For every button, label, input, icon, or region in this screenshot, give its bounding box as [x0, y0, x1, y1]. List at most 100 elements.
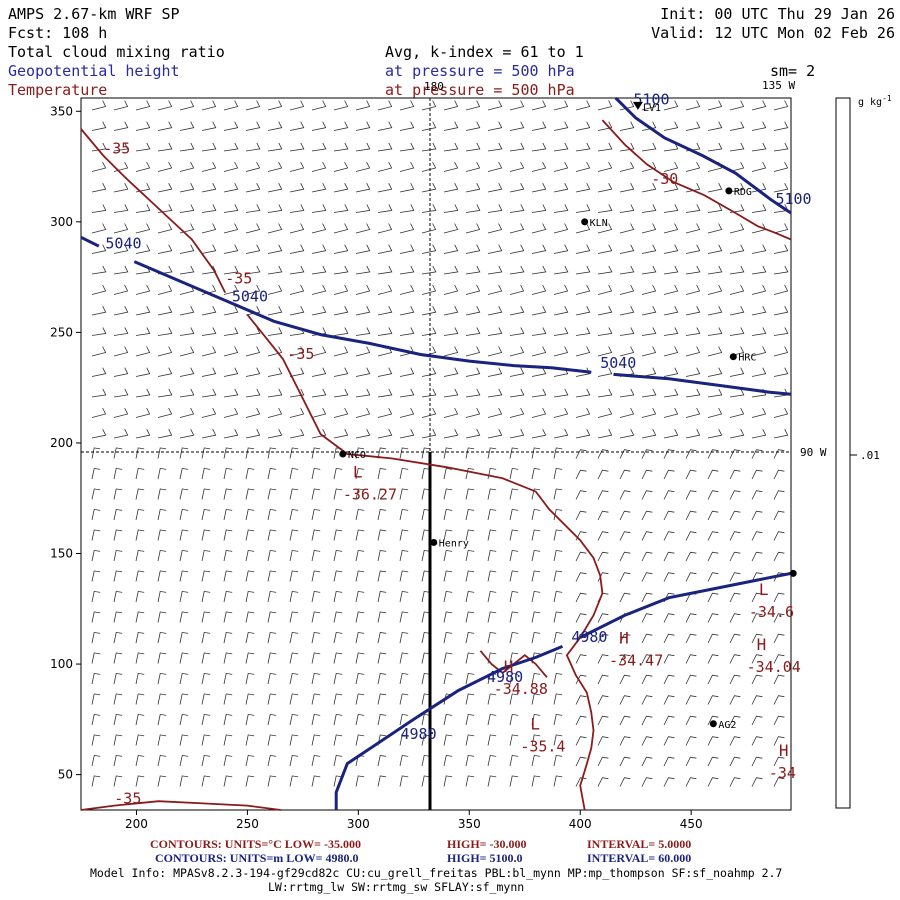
plot-frame — [80, 97, 792, 811]
extremum-value: -34.04 — [747, 658, 801, 676]
station-label: NCO — [348, 450, 366, 461]
height-contour-label: 5100 — [775, 190, 811, 208]
extremum-value: -36.27 — [343, 486, 397, 504]
extremum-value: -34.6 — [749, 603, 794, 621]
wind-barbs — [91, 100, 789, 787]
meridian-label-135w: 135 W — [762, 79, 795, 92]
x-tick-label: 400 — [569, 817, 592, 831]
contour-labels: 5100 5100 5040 5040 5040 4980 4980 4980 -35 -35 -3… — [103, 91, 811, 808]
init-time: Init: 00 UTC Thu 29 Jan 26 — [660, 5, 895, 23]
x-tick-label: 300 — [347, 817, 370, 831]
y-tick-label: 150 — [50, 547, 73, 561]
footer-temp-interval: INTERVAL= 5.0000 — [587, 837, 691, 851]
station-marker — [709, 720, 717, 728]
avg-k-index: Avg, k-index = 61 to 1 — [385, 43, 584, 61]
colorbar-box — [835, 97, 851, 809]
model-title: AMPS 2.67-km WRF SP — [8, 5, 180, 23]
extremum-symbol: L — [530, 715, 540, 734]
field-temperature: Temperature — [8, 81, 107, 99]
pressure-height: at pressure = 500 hPa — [385, 62, 575, 80]
station-marker — [729, 353, 737, 361]
extremum-symbol: H — [504, 657, 514, 676]
extremum-symbol: H — [619, 628, 629, 647]
height-contour-label: 4980 — [401, 725, 437, 743]
extremum-value: -34.88 — [494, 680, 548, 698]
field-geopotential: Geopotential height — [8, 62, 180, 80]
x-tick-label: 350 — [458, 817, 481, 831]
height-contour — [614, 96, 792, 215]
pressure-temperature: at pressure = 500 hPa — [385, 81, 575, 99]
station-label: KLN — [590, 218, 608, 229]
extremum-value: -35.4 — [520, 738, 565, 756]
x-tick-label: 250 — [236, 817, 259, 831]
temperature-contour-label: -35 — [103, 139, 130, 157]
station-label: AG2 — [718, 720, 736, 731]
meridian-label-180: 180 — [424, 80, 444, 93]
y-tick-label: 350 — [50, 104, 73, 118]
wind-barb-field — [91, 100, 789, 787]
temperature-contour — [80, 800, 281, 811]
height-contour-label: 5040 — [600, 354, 636, 372]
extremum-symbol: L — [759, 580, 769, 599]
extremum-value: -34.47 — [609, 651, 663, 669]
station-label: HRC — [738, 353, 756, 364]
footer-temp-contours: CONTOURS: UNITS=°C LOW= -35.000 — [150, 837, 361, 851]
temperature-contour-label: -35 — [287, 345, 314, 363]
footer-height-contours: CONTOURS: UNITS=m LOW= 4980.0 — [155, 851, 358, 865]
extremum-value: -34 — [769, 764, 796, 782]
station-label: Henry — [439, 538, 469, 549]
y-tick-label: 250 — [50, 325, 73, 339]
extrema-markers: L -36.27 L -35.4 H -34.88 H -34.47 H -34.04 L -34.6… — [343, 463, 801, 783]
height-contour-label: 4980 — [571, 628, 607, 646]
station-marker — [789, 569, 797, 577]
forecast-hour: Fcst: 108 h — [8, 24, 107, 42]
meridian-lines: 180 135 W 90 W — [81, 79, 827, 810]
extremum-symbol: H — [757, 635, 767, 654]
valid-time: Valid: 12 UTC Mon 02 Feb 26 — [651, 24, 895, 42]
y-tick-label: 100 — [50, 657, 73, 671]
field-cloud-mixing: Total cloud mixing ratio — [8, 43, 225, 61]
station-marker — [581, 218, 589, 226]
station-marker — [632, 101, 643, 110]
y-tick-label: 50 — [58, 768, 73, 782]
height-contour — [579, 571, 792, 639]
station-marker — [430, 538, 438, 546]
colorbar-units: g kg-1 — [858, 94, 892, 108]
temperature-contour-label: -35 — [225, 270, 252, 288]
temperature-contour — [601, 119, 792, 241]
extremum-symbol: L — [353, 463, 363, 482]
y-tick-label: 300 — [50, 215, 73, 229]
model-info-physics: LW:rrtmg_lw SW:rrtmg_sw SFLAY:sf_mynn — [268, 880, 524, 894]
smoothing-label: sm= 2 — [770, 62, 815, 80]
footer-height-high: HIGH= 5100.0 — [447, 851, 523, 865]
colorbar-label: .01 — [860, 449, 880, 462]
station-marker — [339, 450, 347, 458]
stations: LV1 RDG KLN HRC NCO Henry AG2 — [339, 101, 797, 731]
height-contour — [80, 235, 100, 248]
height-contour — [613, 372, 792, 396]
temperature-contour-label: -30 — [651, 170, 678, 188]
y-axis: 50 100 150 200 250 300 350 — [50, 104, 81, 782]
colorbar: g kg-1 .01 — [835, 94, 892, 809]
x-axis: 200 250 300 350 400 450 — [125, 810, 703, 831]
y-tick-label: 200 — [50, 436, 73, 450]
height-contour-label: 5100 — [633, 91, 669, 109]
height-contour-label: 5040 — [232, 287, 268, 305]
station-marker — [725, 187, 733, 195]
temperature-contour — [246, 314, 604, 811]
height-contour-label: 4980 — [487, 668, 523, 686]
header: AMPS 2.67-km WRF SP Fcst: 108 h Init: 00… — [8, 5, 895, 99]
x-tick-label: 200 — [125, 817, 148, 831]
station-label: RDG — [734, 187, 752, 198]
temperature-contour — [80, 128, 227, 294]
meridian-label-90w: 90 W — [800, 446, 827, 459]
station-label: LV1 — [643, 103, 661, 114]
height-contour — [133, 260, 592, 374]
extremum-symbol: H — [779, 741, 789, 760]
footer-temp-high: HIGH= -30.000 — [447, 837, 527, 851]
footer: CONTOURS: UNITS=°C LOW= -35.000 HIGH= -3… — [150, 837, 691, 865]
temperature-contour-label: -35 — [114, 789, 141, 807]
height-contour-label: 5040 — [105, 234, 141, 252]
height-contours — [80, 96, 792, 810]
